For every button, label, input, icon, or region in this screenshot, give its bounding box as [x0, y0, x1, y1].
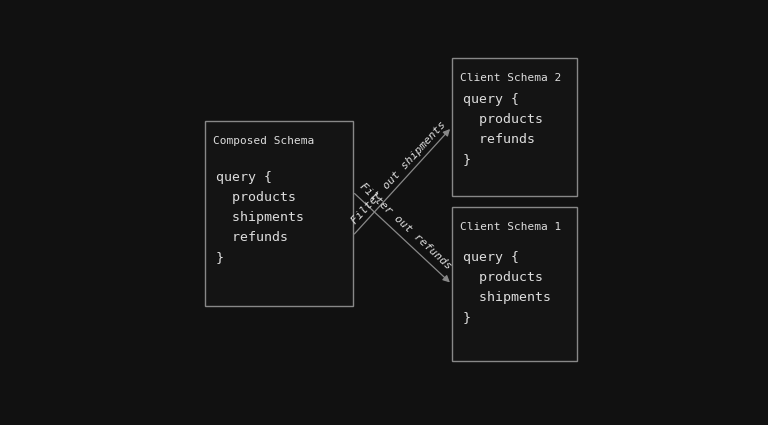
Text: query {
  products
  shipments
  refunds
}: query { products shipments refunds }	[216, 171, 303, 264]
Text: Filter out refunds: Filter out refunds	[358, 181, 453, 271]
Text: Client Schema 1: Client Schema 1	[460, 222, 561, 232]
Text: query {
  products
  shipments
}: query { products shipments }	[462, 251, 551, 324]
FancyBboxPatch shape	[452, 58, 577, 196]
Text: Composed Schema: Composed Schema	[214, 136, 315, 146]
Text: Filter out shipments: Filter out shipments	[349, 120, 448, 227]
Text: Client Schema 2: Client Schema 2	[460, 73, 561, 83]
FancyBboxPatch shape	[205, 122, 353, 306]
FancyBboxPatch shape	[452, 207, 577, 361]
Text: query {
  products
  refunds
}: query { products refunds }	[462, 93, 543, 166]
